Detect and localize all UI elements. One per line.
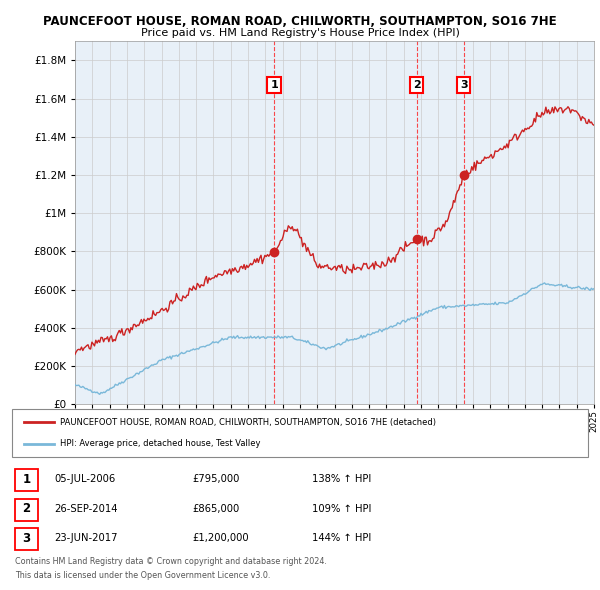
Text: HPI: Average price, detached house, Test Valley: HPI: Average price, detached house, Test…	[60, 439, 260, 448]
Text: 05-JUL-2006: 05-JUL-2006	[54, 474, 115, 484]
Text: PAUNCEFOOT HOUSE, ROMAN ROAD, CHILWORTH, SOUTHAMPTON, SO16 7HE (detached): PAUNCEFOOT HOUSE, ROMAN ROAD, CHILWORTH,…	[60, 418, 436, 427]
Text: 109% ↑ HPI: 109% ↑ HPI	[312, 504, 371, 513]
Text: 23-JUN-2017: 23-JUN-2017	[54, 533, 118, 543]
Text: Price paid vs. HM Land Registry's House Price Index (HPI): Price paid vs. HM Land Registry's House …	[140, 28, 460, 38]
Text: £795,000: £795,000	[192, 474, 239, 484]
Text: This data is licensed under the Open Government Licence v3.0.: This data is licensed under the Open Gov…	[15, 571, 271, 580]
Text: PAUNCEFOOT HOUSE, ROMAN ROAD, CHILWORTH, SOUTHAMPTON, SO16 7HE: PAUNCEFOOT HOUSE, ROMAN ROAD, CHILWORTH,…	[43, 15, 557, 28]
Text: 138% ↑ HPI: 138% ↑ HPI	[312, 474, 371, 484]
Text: 2: 2	[22, 502, 31, 515]
Text: £865,000: £865,000	[192, 504, 239, 513]
Text: 1: 1	[22, 473, 31, 486]
Text: 1: 1	[270, 80, 278, 90]
Text: 26-SEP-2014: 26-SEP-2014	[54, 504, 118, 513]
Text: 3: 3	[460, 80, 468, 90]
Text: Contains HM Land Registry data © Crown copyright and database right 2024.: Contains HM Land Registry data © Crown c…	[15, 557, 327, 566]
Text: £1,200,000: £1,200,000	[192, 533, 248, 543]
Text: 144% ↑ HPI: 144% ↑ HPI	[312, 533, 371, 543]
Text: 2: 2	[413, 80, 421, 90]
Text: 3: 3	[22, 532, 31, 545]
